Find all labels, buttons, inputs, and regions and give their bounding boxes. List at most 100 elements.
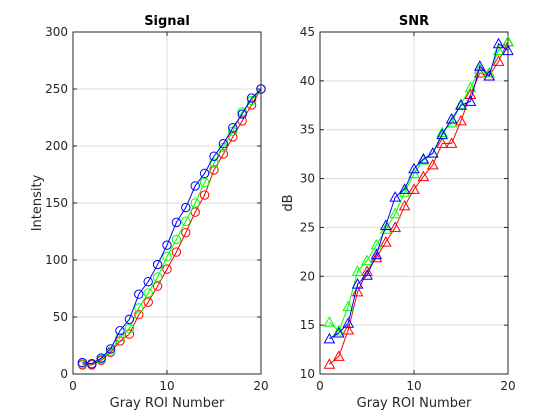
snr-data-point xyxy=(332,326,345,338)
signal-data-point xyxy=(77,357,88,368)
signal-data-point xyxy=(190,181,200,191)
signal-data-point xyxy=(115,325,125,336)
snr-data-point xyxy=(436,128,449,140)
signal-series-line xyxy=(82,88,262,365)
snr-data-point xyxy=(455,99,467,110)
signal-data-point xyxy=(134,303,144,313)
snr-data-point xyxy=(351,265,364,276)
signal-data-point xyxy=(105,346,116,356)
snr-data-point xyxy=(417,170,430,182)
snr-data-point xyxy=(342,323,355,335)
signal-data-point xyxy=(171,234,182,245)
snr-data-point xyxy=(473,60,486,71)
signal-data-point xyxy=(209,151,219,161)
signal-data-point xyxy=(162,264,172,274)
signal-ytick-label: 250 xyxy=(45,82,68,96)
snr-data-point xyxy=(389,207,402,219)
signal-data-point xyxy=(181,227,191,238)
signal-ytick-label: 100 xyxy=(45,253,68,267)
signal-data-point xyxy=(199,177,210,188)
signal-ytick-label: 300 xyxy=(45,25,68,39)
snr-series-line xyxy=(329,42,509,340)
signal-data-point xyxy=(237,107,247,117)
signal-ytick-label: 150 xyxy=(45,196,68,210)
signal-data-point xyxy=(237,109,247,119)
snr-data-point xyxy=(342,317,355,328)
signal-data-point xyxy=(181,202,191,213)
snr-data-point xyxy=(464,95,477,106)
signal-ytick-label: 50 xyxy=(53,310,68,324)
snr-data-point xyxy=(379,223,392,234)
snr-data-point xyxy=(361,269,373,280)
signal-data-point xyxy=(124,329,135,339)
signal-data-point xyxy=(152,272,163,282)
snr-series-line xyxy=(329,41,509,365)
signal-data-point xyxy=(171,247,182,257)
snr-data-point xyxy=(361,254,373,266)
snr-data-point xyxy=(379,219,392,230)
snr-data-point xyxy=(370,248,383,260)
snr-title: SNR xyxy=(399,14,429,29)
snr-data-point xyxy=(492,55,505,66)
signal-data-point xyxy=(181,216,191,226)
snr-data-point xyxy=(455,114,467,126)
signal-xtick-label: 20 xyxy=(253,379,268,393)
snr-xtick-label: 0 xyxy=(316,379,324,393)
signal-data-point xyxy=(152,281,163,291)
signal-xtick-label: 10 xyxy=(159,379,174,393)
snr-data-point xyxy=(323,316,336,327)
snr-ylabel: dB xyxy=(281,194,296,211)
snr-data-point xyxy=(426,158,439,170)
snr-data-point xyxy=(445,112,458,124)
signal-data-point xyxy=(171,217,182,228)
snr-data-point xyxy=(323,358,336,369)
signal-data-point xyxy=(143,288,153,298)
snr-ytick-label: 15 xyxy=(300,318,315,332)
signal-ytick-label: 200 xyxy=(45,139,68,153)
signal-data-point xyxy=(199,168,210,179)
snr-ytick-label: 25 xyxy=(300,220,315,234)
signal-data-point xyxy=(96,353,106,363)
snr-ytick-label: 45 xyxy=(300,25,315,39)
snr-data-point xyxy=(417,152,430,164)
snr-data-point xyxy=(398,199,411,211)
snr-data-point xyxy=(351,285,364,297)
signal-data-point xyxy=(190,198,200,208)
snr-data-point xyxy=(379,236,392,247)
snr-ytick-label: 35 xyxy=(300,123,315,137)
signal-data-point xyxy=(162,240,172,250)
snr-data-point xyxy=(323,332,336,344)
signal-ytick-label: 0 xyxy=(60,367,68,381)
signal-data-point xyxy=(152,259,163,270)
snr-ytick-label: 20 xyxy=(300,269,315,283)
signal-series-line xyxy=(82,88,262,366)
signal-data-point xyxy=(246,93,257,103)
signal-xlabel: Gray ROI Number xyxy=(110,396,225,411)
snr-data-point xyxy=(492,44,505,56)
signal-data-point xyxy=(228,123,238,133)
snr-data-point xyxy=(389,221,402,232)
snr-data-point xyxy=(464,81,477,93)
signal-data-point xyxy=(143,297,153,307)
snr-data-point xyxy=(445,137,458,148)
signal-data-point xyxy=(115,332,125,343)
signal-data-point xyxy=(246,95,257,106)
snr-data-point xyxy=(436,126,449,138)
snr-data-point xyxy=(426,147,439,158)
snr-data-point xyxy=(398,183,411,194)
signal-data-point xyxy=(209,165,219,175)
signal-title: Signal xyxy=(144,14,190,29)
snr-data-point xyxy=(436,137,449,148)
signal-data-point xyxy=(256,84,266,94)
signal-data-point xyxy=(143,276,153,287)
snr-data-point xyxy=(473,67,486,78)
signal-xtick-label: 0 xyxy=(69,379,77,393)
snr-xlabel: Gray ROI Number xyxy=(357,396,472,411)
snr-data-point xyxy=(408,183,420,194)
snr-data-point xyxy=(408,162,420,174)
snr-data-point xyxy=(370,251,383,263)
snr-data-point xyxy=(483,69,496,81)
